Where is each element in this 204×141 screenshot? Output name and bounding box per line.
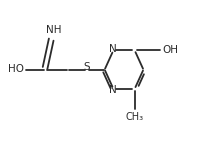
Text: CH₃: CH₃: [125, 112, 144, 122]
Text: N: N: [109, 44, 116, 54]
Text: OH: OH: [163, 45, 179, 55]
Text: N: N: [109, 85, 116, 95]
Text: S: S: [84, 62, 90, 72]
Text: NH: NH: [46, 25, 61, 35]
Text: HO: HO: [8, 64, 24, 74]
